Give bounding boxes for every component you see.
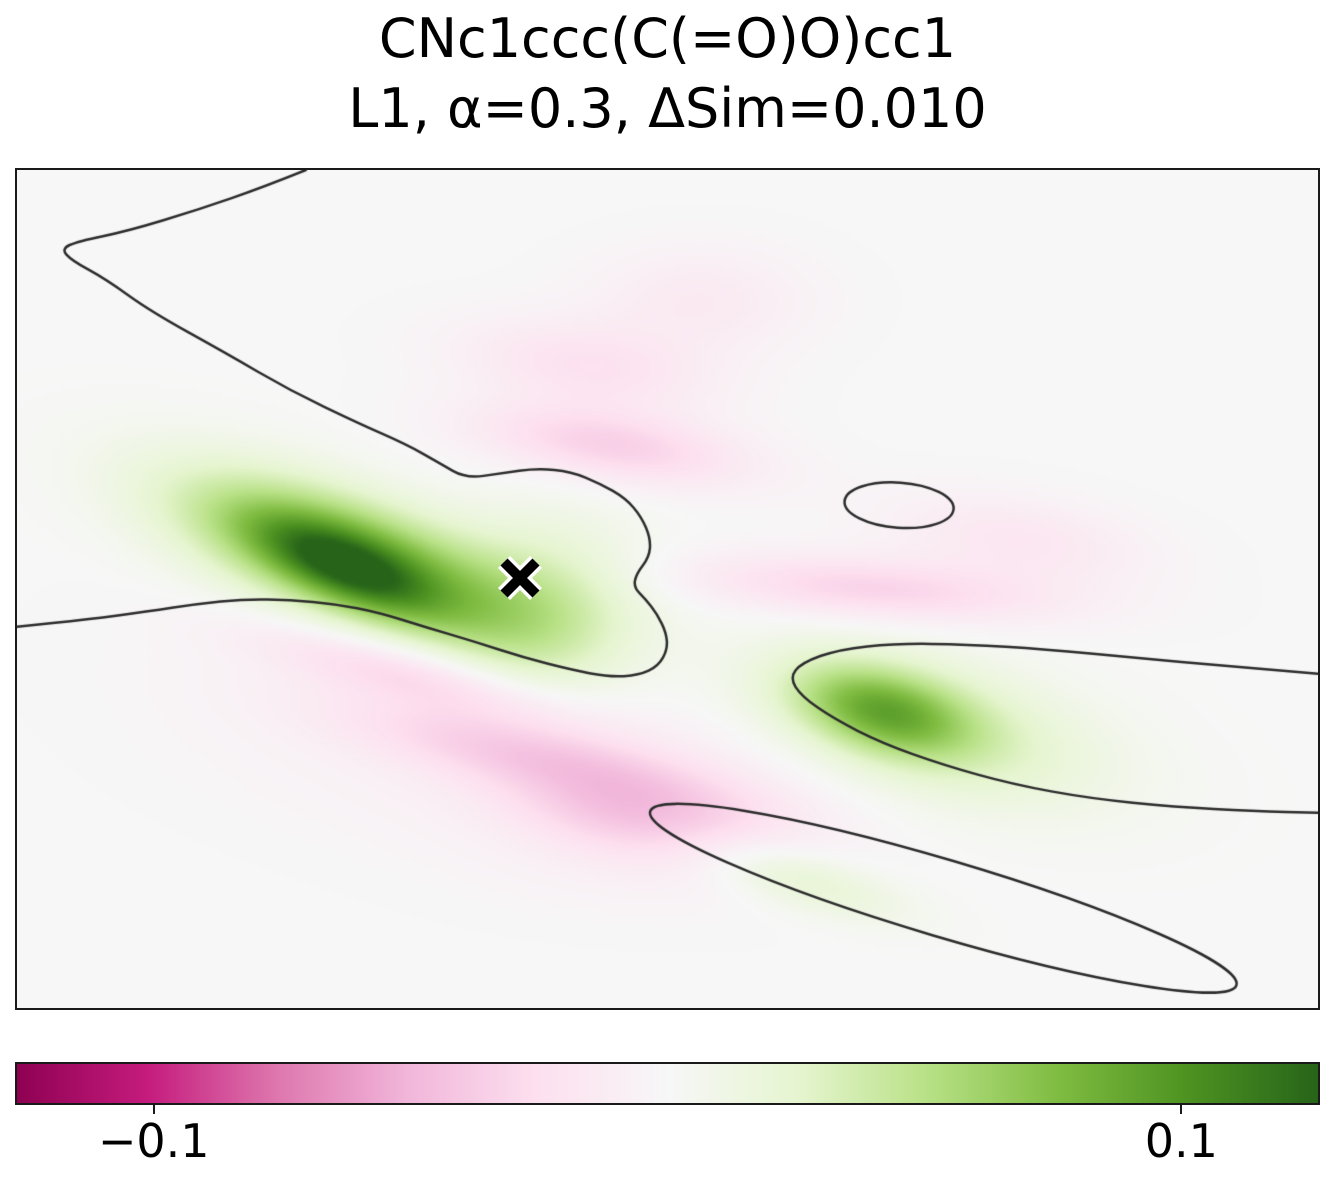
- colorbar-tick-label-pos: 0.1: [1144, 1114, 1218, 1168]
- heatmap-canvas: [17, 170, 1318, 1008]
- figure-title-block: CNc1ccc(C(=O)O)cc1 L1, α=0.3, ΔSim=0.010: [0, 4, 1335, 144]
- chart-title: CNc1ccc(C(=O)O)cc1: [378, 7, 957, 70]
- chart-subtitle: L1, α=0.3, ΔSim=0.010: [348, 77, 987, 141]
- colorbar-tick-label-neg: −0.1: [97, 1114, 210, 1168]
- colorbar-tick-pos: [1180, 1105, 1183, 1114]
- colorbar-gradient: [15, 1062, 1320, 1105]
- plot-area: [15, 168, 1320, 1010]
- colorbar: −0.1 0.1: [15, 1062, 1320, 1177]
- colorbar-tick-neg: [152, 1105, 155, 1114]
